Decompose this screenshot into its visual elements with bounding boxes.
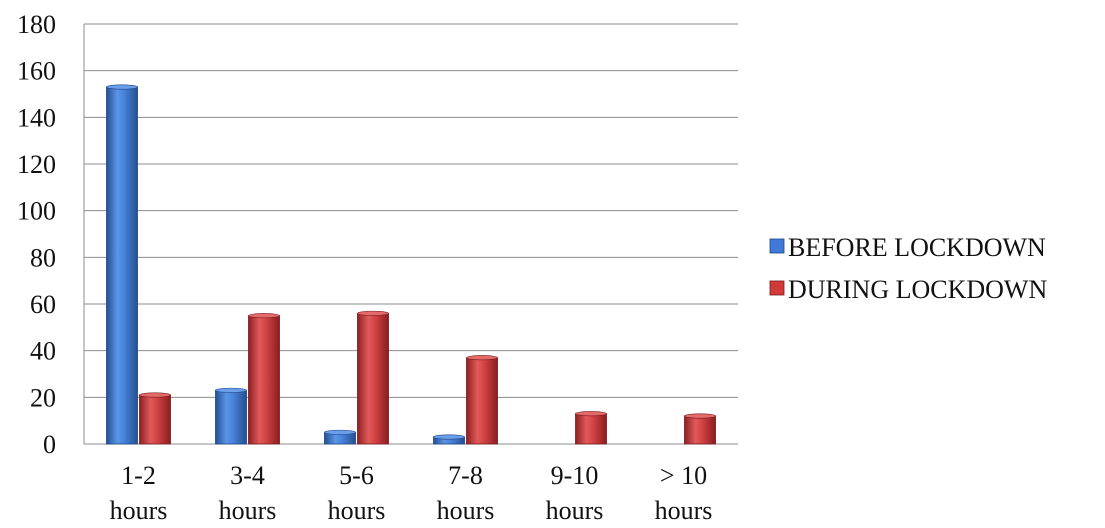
bar-top-cap: [324, 429, 356, 435]
legend-swatch: [769, 238, 785, 254]
x-tick-label: 3-4: [230, 461, 265, 490]
y-tick-label: 40: [30, 337, 56, 366]
bar-top-cap: [684, 413, 716, 419]
legend: BEFORE LOCKDOWN DURING LOCKDOWN: [769, 233, 1047, 304]
bar: [357, 312, 389, 445]
y-tick-label: 120: [17, 150, 56, 179]
x-tick-label: 1-2: [121, 461, 156, 490]
bar-top-cap: [575, 411, 607, 417]
y-axis-ticks: 0 20 40 60 80 100 120 140 160 180: [17, 10, 56, 459]
legend-label: DURING LOCKDOWN: [788, 275, 1047, 304]
bar-top-cap: [215, 387, 247, 393]
bar-top-cap: [357, 310, 389, 316]
x-tick-label: hours: [655, 496, 713, 525]
x-tick-label: hours: [219, 496, 277, 525]
bar: [139, 394, 171, 445]
y-tick-label: 60: [30, 290, 56, 319]
x-tick-label: 5-6: [339, 461, 374, 490]
y-tick-label: 20: [30, 383, 56, 412]
x-tick-label: hours: [328, 496, 386, 525]
bar-top-cap: [139, 392, 171, 398]
bars: [106, 84, 716, 445]
bar-top-cap: [433, 434, 465, 440]
x-tick-label: hours: [437, 496, 495, 525]
bar: [248, 315, 280, 445]
bar: [106, 86, 138, 445]
x-tick-label: hours: [546, 496, 604, 525]
y-tick-label: 80: [30, 243, 56, 272]
x-tick-label: 9-10: [551, 461, 599, 490]
x-axis-ticks: 1-2 hours 3-4 hours 5-6 hours 7-8 hours 9-10 hour…: [110, 461, 713, 525]
gridlines: [83, 23, 738, 445]
bar-top-cap: [106, 84, 138, 90]
bar: [215, 389, 247, 445]
y-tick-label: 100: [17, 197, 56, 226]
x-tick-label: > 10: [660, 461, 707, 490]
bar: [575, 413, 607, 445]
y-tick-label: 0: [43, 430, 56, 459]
x-tick-label: hours: [110, 496, 168, 525]
bar-top-cap: [466, 355, 498, 361]
bar: [684, 415, 716, 445]
bar: [466, 357, 498, 445]
legend-label: BEFORE LOCKDOWN: [788, 233, 1046, 262]
y-tick-label: 140: [17, 103, 56, 132]
bar-top-cap: [248, 313, 280, 319]
y-tick-label: 160: [17, 57, 56, 86]
x-tick-label: 7-8: [448, 461, 483, 490]
y-tick-label: 180: [17, 10, 56, 39]
legend-swatch: [769, 280, 785, 296]
